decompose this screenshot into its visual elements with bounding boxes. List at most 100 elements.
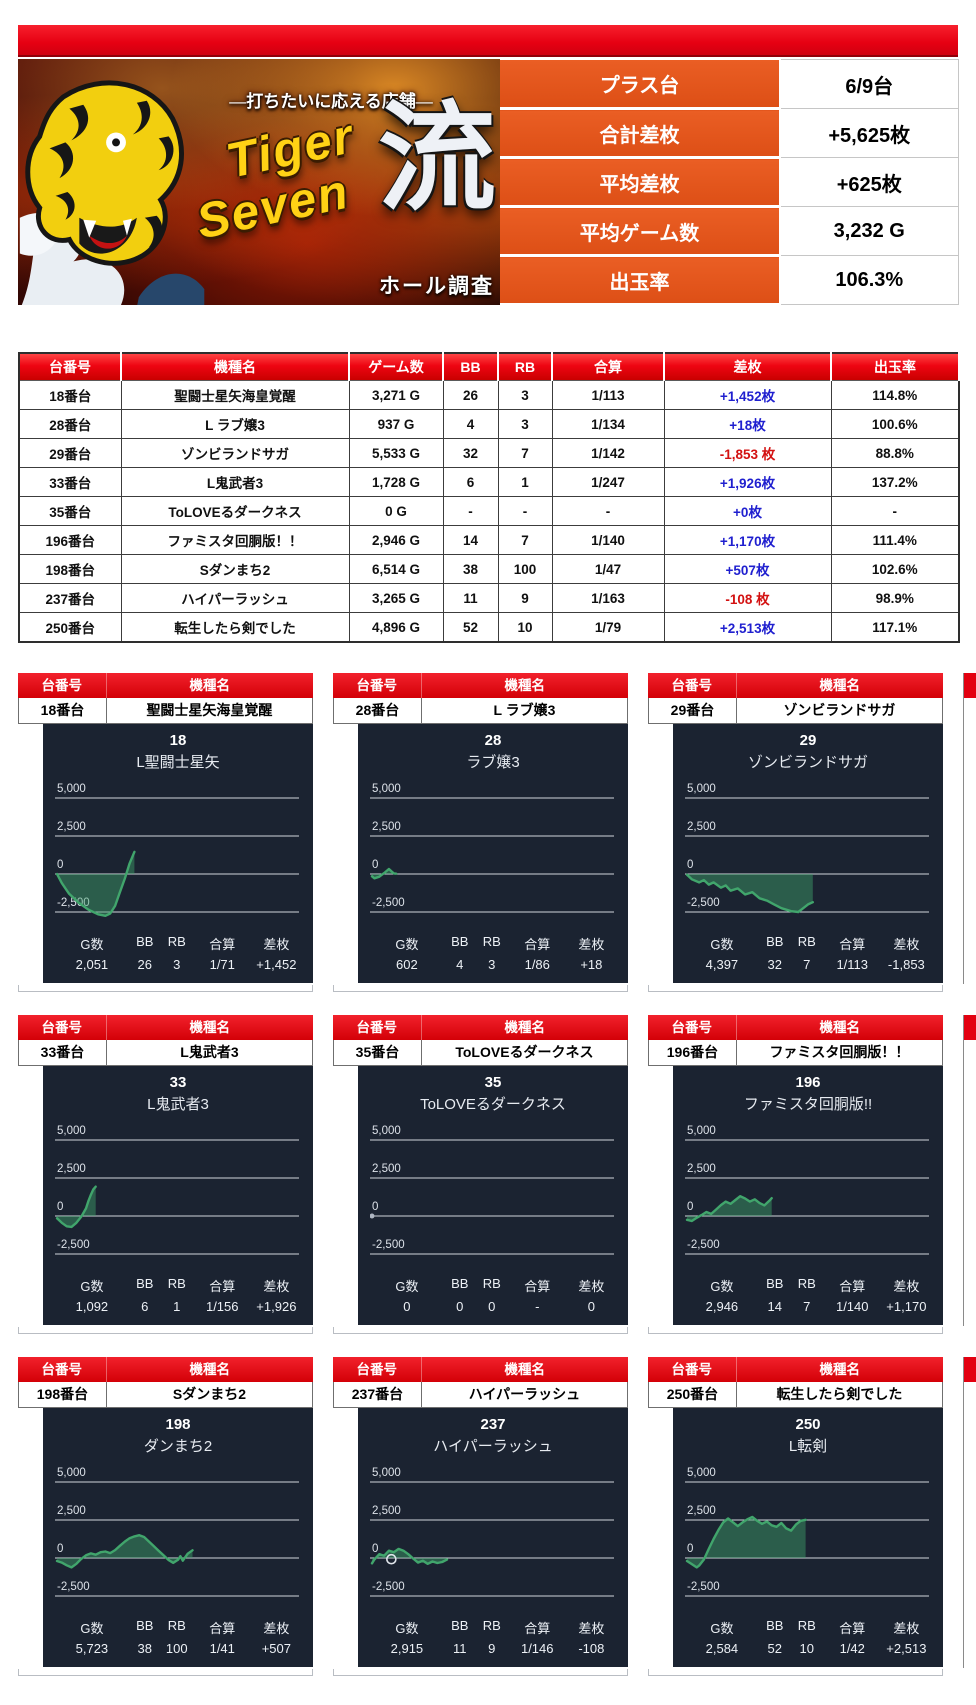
diff-cell: +1,170枚: [663, 525, 832, 555]
rate-cell: 88.8%: [830, 438, 960, 468]
chart-machine-name: ゾンビランドサガ: [747, 754, 868, 771]
card-name-row: 35番台 ToLOVEるダークネス: [333, 1040, 628, 1066]
games-cell: 3,265 G: [348, 583, 444, 613]
rb-cell: -: [497, 496, 553, 526]
card-dai: 35番台: [334, 1040, 422, 1065]
games-cell: 1,728 G: [348, 467, 444, 497]
table-row: 35番台 ToLOVEるダークネス 0 G - - - +0枚 -: [18, 496, 960, 526]
stat-label-diff: 差枚: [893, 937, 920, 952]
stat-value-diff: +1,926: [256, 1299, 297, 1314]
chart-machine-name: ダンまち2: [143, 1438, 213, 1455]
bb-cell: 32: [442, 438, 499, 468]
svg-text:2,500: 2,500: [372, 821, 401, 833]
bb-cell: 38: [442, 554, 499, 584]
svg-text:0: 0: [57, 1543, 63, 1555]
table-row: 18番台 聖闘士星矢海皇覚醒 3,271 G 26 3 1/113 +1,452…: [18, 380, 960, 410]
svg-text:-2,500: -2,500: [687, 1581, 720, 1593]
chart-panel: 250 L転剣 5,000 2,500 0 -2,500 G数 BB RB 合算 差枚…: [673, 1408, 943, 1667]
card-header-model-label: 機種名: [819, 678, 861, 693]
rate-cell: 100.6%: [830, 409, 960, 439]
svg-text:0: 0: [687, 1201, 693, 1213]
card-header: 台番号 機種名: [648, 1015, 943, 1040]
machine-cards-grid: 台番号 機種名 18番台 聖闘士星矢海皇覚醒 18 L聖闘士星矢 5,000 2,…: [18, 673, 976, 1675]
summary-value: +5,625枚: [779, 108, 959, 158]
chart-machine-number: 28: [484, 732, 502, 749]
svg-text:-2,500: -2,500: [372, 897, 405, 909]
bb-cell: 52: [442, 612, 499, 643]
svg-text:2,500: 2,500: [687, 1163, 716, 1175]
stat-value-diff: -108: [578, 1641, 605, 1656]
diff-cell: +0枚: [663, 496, 832, 526]
stat-value-diff: 0: [587, 1299, 595, 1314]
stat-value-bb: 32: [767, 957, 783, 972]
card-model: 転生したら剣でした: [776, 1386, 903, 1402]
summary-label: 平均差枚: [500, 157, 781, 208]
svg-text:-2,500: -2,500: [57, 1581, 90, 1593]
gassan-cell: 1/134: [551, 409, 665, 439]
stat-label-rb: RB: [482, 1618, 501, 1633]
rb-cell: 1: [497, 467, 553, 497]
svg-text:0: 0: [372, 859, 378, 871]
card-model: ファミスタ回胴版！！: [769, 1044, 910, 1060]
column-header: ゲーム数: [349, 353, 444, 381]
stat-label-gassan: 合算: [209, 1279, 236, 1294]
summary-value: +625枚: [779, 157, 959, 207]
stat-value-gassan: 1/113: [836, 957, 869, 972]
stat-label-gassan: 合算: [839, 1621, 866, 1636]
stat-label-rb: RB: [482, 1276, 501, 1291]
chart-machine-name: ハイパーラッシュ: [433, 1438, 553, 1455]
stat-value-bb: 0: [456, 1299, 464, 1314]
clipped-card-sliver: [963, 1015, 976, 1326]
stat-label-rb: RB: [167, 1276, 186, 1291]
svg-text:2,500: 2,500: [57, 1505, 86, 1517]
card-stats: G数 BB RB 合算 差枚 5,723 38 100 1/41 +507: [55, 1616, 301, 1658]
table-header-row: 台番号 機種名 ゲーム数 BB RB 合算 差枚 出玉率: [19, 353, 960, 381]
sparkline-chart: 5,000 2,500 0 -2,500: [370, 1125, 614, 1255]
svg-text:5,000: 5,000: [57, 783, 86, 795]
stat-value-bb: 52: [767, 1641, 783, 1656]
stat-label-gassan: 合算: [524, 937, 551, 952]
chart-machine-number: 198: [165, 1416, 191, 1433]
stat-label-diff: 差枚: [263, 937, 290, 952]
card-header-model-label: 機種名: [189, 1362, 231, 1377]
column-header: 合算: [552, 353, 665, 381]
card-header: 台番号 機種名: [333, 1015, 628, 1040]
card-stats: G数 BB RB 合算 差枚 2,915 11 9 1/146 -108: [370, 1616, 616, 1658]
column-header: 台番号: [19, 353, 122, 381]
card-model: 聖闘士星矢海皇覚醒: [146, 702, 273, 718]
stat-value-gassan: 1/146: [520, 1641, 554, 1656]
dai-cell: 196番台: [18, 525, 122, 555]
svg-text:0: 0: [57, 859, 63, 871]
clipped-card-sliver: [963, 1357, 976, 1668]
stat-label-gassan: 合算: [839, 937, 866, 952]
dai-cell: 29番台: [18, 438, 122, 468]
card-header: 台番号 機種名: [18, 1015, 313, 1040]
stat-value-diff: +1,452: [256, 957, 297, 972]
stat-value-rb: 7: [803, 1299, 811, 1314]
summary-row: 出玉率 106.3%: [500, 255, 959, 306]
dai-cell: 33番台: [18, 467, 122, 497]
model-cell: Sダンまち2: [120, 554, 350, 584]
stat-value-bb: 26: [137, 957, 153, 972]
stat-value-diff: +18: [580, 957, 603, 972]
svg-text:0: 0: [372, 1201, 378, 1213]
stat-value-rb: 3: [173, 957, 181, 972]
card-name-row: 196番台 ファミスタ回胴版！！: [648, 1040, 943, 1066]
stat-label-diff: 差枚: [578, 1621, 605, 1636]
card-stats: G数 BB RB 合算 差枚 4,397 32 7 1/113 -1,853: [685, 932, 931, 974]
stat-label-rb: RB: [167, 1618, 186, 1633]
stat-label-games: G数: [710, 937, 734, 952]
stat-label-games: G数: [395, 1279, 419, 1294]
stat-value-games: 2,584: [705, 1641, 739, 1656]
bb-cell: 26: [442, 380, 499, 410]
summary-row: 平均ゲーム数 3,232 G: [500, 206, 959, 257]
sparkline-chart: 5,000 2,500 0 -2,500: [685, 1467, 929, 1597]
chart-panel: 18 L聖闘士星矢 5,000 2,500 0 -2,500 G数 BB RB 合算 …: [43, 724, 313, 983]
stat-label-gassan: 合算: [524, 1621, 551, 1636]
card-header-dai-label: 台番号: [648, 673, 737, 698]
rate-cell: 98.9%: [830, 583, 960, 613]
stat-value-gassan: 1/86: [524, 957, 550, 972]
banner-title-kanji: 流: [377, 94, 496, 225]
gassan-cell: 1/47: [551, 554, 665, 584]
stat-value-games: 1,092: [75, 1299, 109, 1314]
